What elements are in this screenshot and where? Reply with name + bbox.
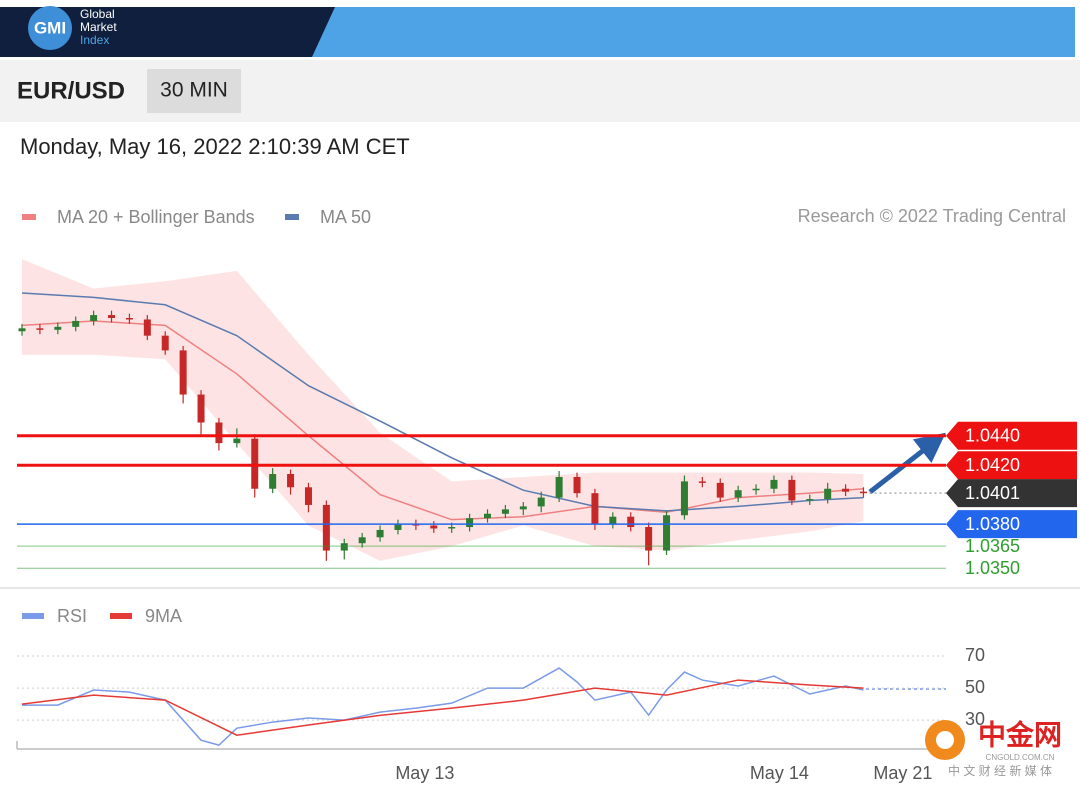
level-label: 1.0365 [965, 536, 1020, 556]
brand: Market [80, 20, 117, 34]
candle-body [501, 509, 509, 514]
candle-body [36, 328, 44, 330]
candle-body [627, 516, 635, 528]
candle-body [72, 320, 80, 327]
candle-body [197, 394, 205, 423]
candle-body [788, 479, 796, 501]
indicator-line [21, 679, 864, 736]
timestamp: Monday, May 16, 2022 2:10:39 AM CET [20, 134, 410, 159]
legend-swatch [22, 214, 36, 220]
candle-body [161, 335, 169, 351]
credit: Research © 2022 Trading Central [798, 206, 1066, 226]
y-tick-label: 30 [965, 709, 985, 729]
legend-label: RSI [57, 606, 87, 626]
instrument: EUR/USD [17, 77, 125, 104]
level-label: 1.0440 [965, 426, 1020, 446]
level-box [946, 479, 1077, 508]
candle-body [859, 491, 867, 494]
candle-body [734, 490, 742, 498]
candle-body [430, 525, 438, 529]
candle-body [143, 319, 151, 336]
level-label: 1.0350 [965, 558, 1020, 578]
candle-body [269, 474, 277, 489]
ma-line [21, 292, 864, 512]
candle-body [716, 482, 724, 498]
watermark-logo-inner [936, 731, 954, 749]
candle-body [340, 543, 348, 551]
candle-body [591, 493, 599, 525]
level-box [946, 421, 1077, 450]
candle-body [18, 328, 26, 332]
candle-body [663, 515, 671, 551]
header-dark [0, 7, 335, 57]
candle-body [108, 315, 116, 319]
watermark-url: CNGOLD.COM.CN [986, 753, 1055, 762]
candle-body [573, 476, 581, 494]
candle-body [698, 481, 706, 483]
candle-body [125, 318, 133, 320]
legend-swatch [285, 214, 299, 220]
legend-label: MA 50 [320, 207, 371, 227]
level-label: 1.0380 [965, 514, 1020, 534]
x-tick-label: May 14 [750, 763, 809, 783]
level-label: 1.0420 [965, 455, 1020, 475]
plots: MA 20 + Bollinger Bands MA 50 1.0440 1.0420… [16, 207, 1077, 783]
candle-body [54, 326, 62, 330]
candle-body [179, 350, 187, 395]
timeframe[interactable]: 30 MIN [160, 79, 228, 102]
candle-body [824, 488, 832, 500]
level-box [946, 510, 1077, 539]
candle-body [287, 474, 295, 488]
legend-label: 9MA [145, 606, 182, 626]
candle-body [376, 529, 384, 538]
timeframe-box[interactable] [147, 69, 241, 113]
candle-body [466, 518, 474, 528]
level-label: 1.0401 [965, 483, 1020, 503]
candle-body [233, 438, 241, 444]
candle-body [555, 476, 563, 498]
legend-swatch [110, 613, 132, 619]
candle-body [394, 524, 402, 530]
x-tick-label: May 21 [873, 763, 932, 783]
brand: Index [80, 33, 109, 47]
indicator-line [22, 667, 864, 746]
legend-label: MA 20 + Bollinger Bands [57, 207, 255, 227]
candle-body [752, 488, 760, 491]
candle-body [645, 527, 653, 551]
level-box [946, 451, 1077, 480]
candle-body [537, 497, 545, 507]
candle-body [519, 506, 527, 510]
candle-body [484, 513, 491, 519]
candle-body [770, 479, 778, 489]
candle-body [215, 422, 223, 444]
candle-body [609, 516, 617, 525]
candle-body [90, 315, 98, 321]
legend-swatch [22, 613, 44, 619]
candle-body [806, 499, 814, 501]
watermark-title: 中金网 [978, 718, 1062, 750]
watermark-slogan: 中 文 财 经 新 媒 体 [948, 763, 1052, 778]
forecast-arrow [868, 432, 946, 494]
candle-body [842, 488, 850, 492]
logo[interactable]: GMI [34, 18, 66, 37]
bollinger-band [22, 259, 864, 561]
candle-body [304, 487, 312, 505]
y-tick-label: 50 [965, 677, 985, 697]
x-tick-label: May 13 [395, 763, 454, 783]
candle-body [322, 504, 330, 551]
candle-body [358, 537, 366, 544]
candle-body [448, 527, 456, 529]
y-tick-label: 70 [965, 645, 985, 665]
logo-circle[interactable] [28, 6, 72, 50]
brand: Global [80, 7, 115, 21]
candle-body [680, 481, 688, 516]
